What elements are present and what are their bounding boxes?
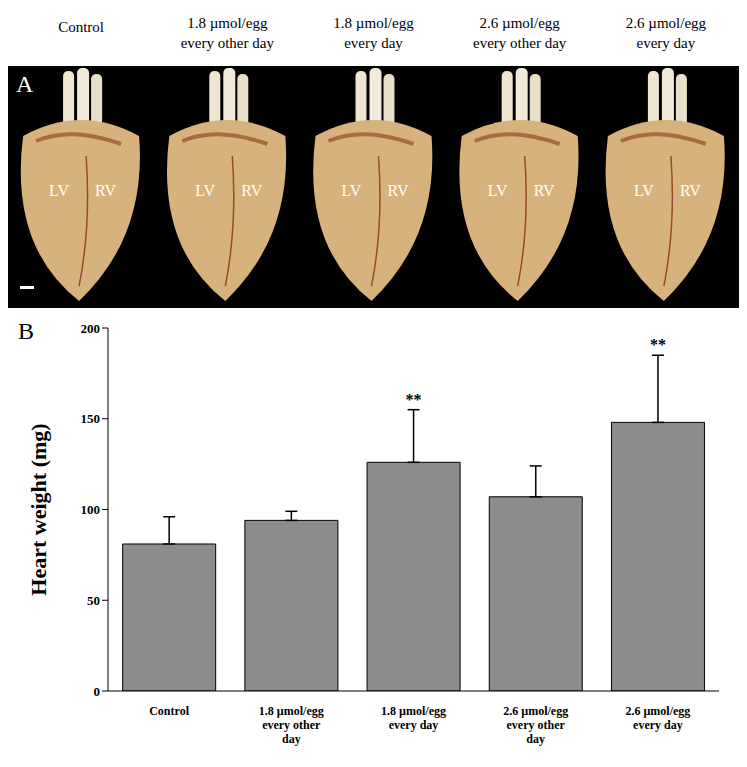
svg-text:2.6 µmol/eggevery otherday: 2.6 µmol/eggevery otherday (503, 704, 568, 746)
svg-text:Control: Control (58, 19, 104, 35)
svg-text:Heart weight (mg): Heart weight (mg) (26, 423, 51, 595)
svg-text:RV: RV (95, 182, 116, 199)
svg-text:2.6 µmol/eggevery day: 2.6 µmol/eggevery day (625, 704, 690, 732)
svg-text:LV: LV (342, 182, 362, 199)
svg-text:Control: Control (149, 704, 189, 718)
svg-text:1.8 µmol/eggevery other day: 1.8 µmol/eggevery other day (181, 15, 275, 51)
svg-text:RV: RV (241, 182, 262, 199)
html-text:B: B (18, 318, 34, 344)
svg-text:RV: RV (680, 182, 701, 199)
svg-text:200: 200 (81, 321, 101, 336)
svg-text:1.8 µmol/eggevery otherday: 1.8 µmol/eggevery otherday (259, 704, 324, 746)
svg-text:LV: LV (195, 182, 215, 199)
svg-text:1.8 µmol/eggevery day: 1.8 µmol/eggevery day (333, 15, 414, 51)
svg-text:50: 50 (87, 593, 100, 608)
svg-text:**: ** (406, 391, 422, 408)
svg-text:100: 100 (81, 502, 101, 517)
svg-text:**: ** (650, 336, 666, 353)
svg-text:1.8 µmol/eggevery day: 1.8 µmol/eggevery day (381, 704, 446, 732)
svg-text:LV: LV (634, 182, 654, 199)
svg-text:RV: RV (534, 182, 555, 199)
svg-text:RV: RV (388, 182, 409, 199)
svg-text:150: 150 (81, 411, 101, 426)
svg-text:LV: LV (49, 182, 69, 199)
svg-text:A: A (16, 71, 34, 97)
svg-text:2.6 µmol/eggevery day: 2.6 µmol/eggevery day (626, 15, 707, 51)
svg-text:0: 0 (94, 684, 101, 699)
svg-text:LV: LV (488, 182, 508, 199)
svg-text:2.6 µmol/eggevery other day: 2.6 µmol/eggevery other day (473, 15, 567, 51)
